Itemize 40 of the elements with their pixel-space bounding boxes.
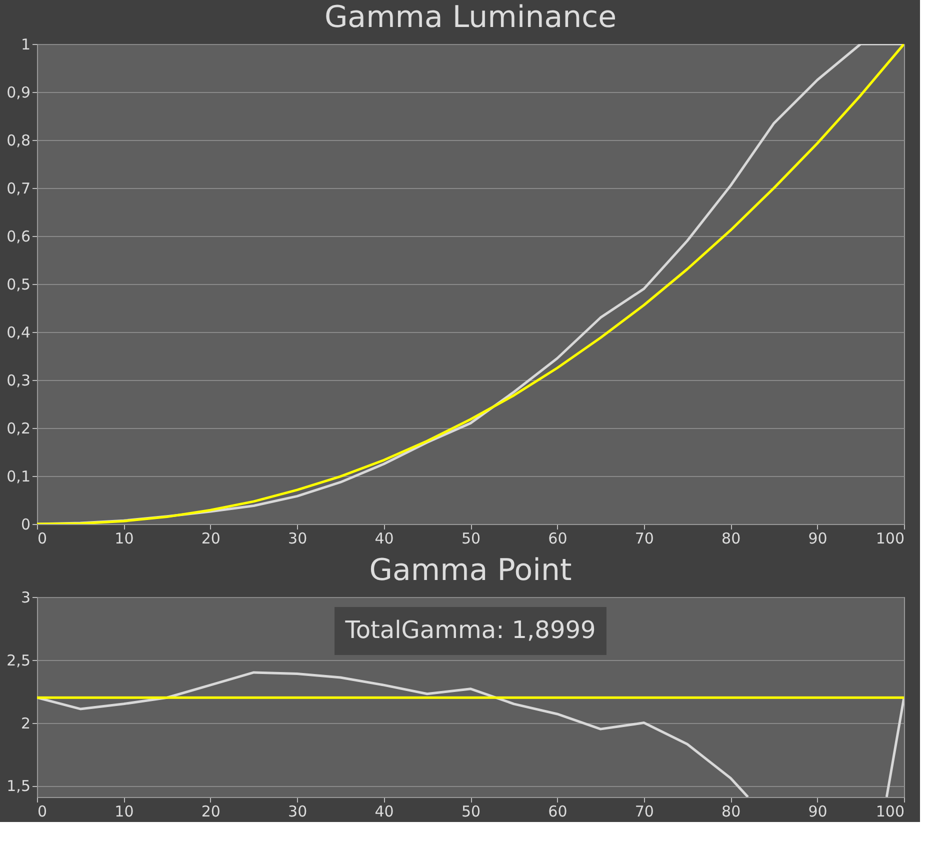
y-tick-label: 1 bbox=[20, 36, 30, 54]
y-tick-label: 0,8 bbox=[6, 132, 30, 150]
x-tick-label: 70 bbox=[634, 530, 654, 548]
x-tick-label: 50 bbox=[461, 802, 481, 820]
x-tick-label: 100 bbox=[876, 530, 904, 548]
y-tick-label: 0,9 bbox=[6, 84, 30, 102]
x-tick-label: 40 bbox=[374, 530, 394, 548]
y-tick-label: 0,4 bbox=[6, 324, 30, 342]
y-tick-label: 2 bbox=[20, 714, 30, 732]
x-tick-label: 50 bbox=[461, 530, 481, 548]
y-tick-label: 0,2 bbox=[6, 420, 30, 438]
y-tick-label: 3 bbox=[20, 588, 30, 606]
chart-title: Gamma Luminance bbox=[324, 0, 617, 35]
y-tick-label: 0 bbox=[20, 516, 30, 534]
x-tick-label: 10 bbox=[114, 530, 134, 548]
annotation: TotalGamma: 1,8999 bbox=[344, 616, 596, 644]
y-tick-label: 0,6 bbox=[6, 228, 30, 246]
x-tick-label: 90 bbox=[808, 802, 828, 820]
x-tick-label: 60 bbox=[548, 530, 568, 548]
chart-title: Gamma Point bbox=[369, 553, 572, 588]
x-tick-label: 10 bbox=[114, 802, 134, 820]
x-tick-label: 0 bbox=[38, 802, 48, 820]
x-tick-label: 70 bbox=[634, 802, 654, 820]
x-tick-label: 20 bbox=[201, 802, 220, 820]
y-tick-label: 1,5 bbox=[6, 777, 30, 796]
x-tick-label: 0 bbox=[38, 530, 48, 548]
x-tick-label: 80 bbox=[722, 530, 741, 548]
x-tick-label: 40 bbox=[374, 802, 394, 820]
y-tick-label: 2,5 bbox=[6, 651, 30, 670]
y-tick-label: 0,1 bbox=[6, 468, 30, 486]
x-tick-label: 80 bbox=[722, 802, 741, 820]
x-tick-label: 30 bbox=[288, 530, 308, 548]
x-tick-label: 90 bbox=[808, 530, 828, 548]
x-tick-label: 20 bbox=[201, 530, 220, 548]
y-tick-label: 0,7 bbox=[6, 180, 30, 198]
x-tick-label: 100 bbox=[876, 802, 904, 820]
x-tick-label: 30 bbox=[288, 802, 308, 820]
x-tick-label: 60 bbox=[548, 802, 568, 820]
y-tick-label: 0,3 bbox=[6, 372, 30, 390]
y-tick-label: 0,5 bbox=[6, 276, 30, 294]
